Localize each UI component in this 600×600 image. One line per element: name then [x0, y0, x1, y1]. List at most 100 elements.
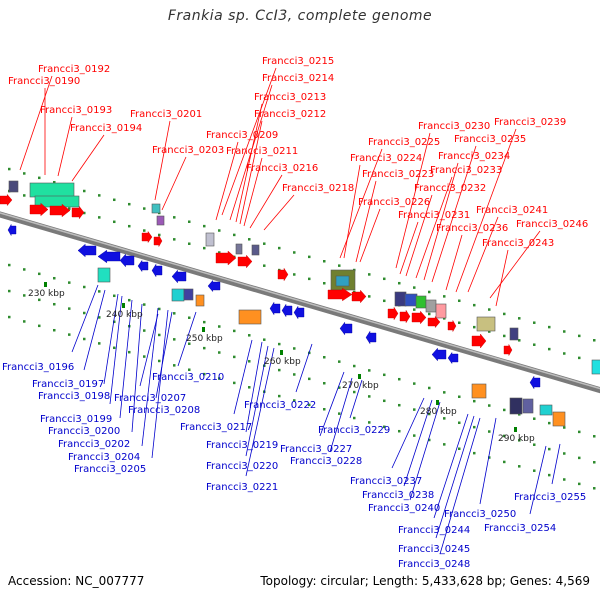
track-dot: [548, 421, 551, 425]
plus-gene-label: Francci3_0230: [418, 121, 490, 132]
gene-block: [29, 182, 75, 198]
track-dot: [413, 286, 416, 289]
plus-gene-label: Francci3_0215: [262, 56, 334, 67]
track-dot: [338, 264, 341, 267]
track-dot: [23, 194, 26, 197]
track-dot: [383, 299, 386, 303]
plus-gene-arrow: [411, 310, 427, 325]
track-dot: [518, 413, 521, 416]
label-leader-line: [215, 141, 239, 221]
track-dot: [23, 320, 26, 323]
label-leader-line: [479, 417, 497, 505]
track-dot: [488, 404, 491, 407]
minus-gene-arrow: [365, 330, 377, 345]
track-dot: [98, 316, 101, 319]
track-dot: [203, 246, 206, 250]
gene-block: [425, 299, 437, 313]
label-leader-line: [399, 221, 419, 275]
plus-gene-arrow: [237, 254, 253, 269]
label-leader-line: [415, 176, 453, 279]
kbp-tick-label: 280 kbp: [420, 407, 457, 417]
track-dot: [338, 386, 341, 389]
track-dot: [338, 360, 341, 363]
track-dot: [443, 443, 446, 446]
track-dot: [413, 434, 416, 437]
label-leader-line: [439, 417, 481, 555]
track-dot: [593, 339, 596, 342]
label-leader-line: [435, 415, 475, 539]
track-dot: [203, 320, 206, 324]
track-dot: [308, 277, 311, 281]
label-leader-line: [355, 180, 377, 263]
track-dot: [473, 303, 476, 307]
track-dot: [83, 337, 86, 341]
minus-gene-label: Francci3_0250: [444, 509, 516, 520]
track-dot: [458, 447, 461, 451]
track-dot: [158, 333, 161, 337]
minus-gene-label: Francci3_0248: [398, 559, 470, 570]
track-dot: [263, 242, 266, 245]
track-dot: [503, 408, 506, 412]
minus-gene-label: Francci3_0219: [206, 440, 278, 451]
track-dot: [128, 224, 131, 228]
label-leader-line: [489, 230, 541, 299]
track-dot: [398, 281, 401, 285]
minus-gene-label: Francci3_0204: [68, 452, 140, 463]
track-dot: [113, 198, 116, 202]
track-dot: [533, 417, 536, 420]
label-leader-line: [349, 379, 363, 419]
track-dot: [143, 207, 146, 210]
track-dot: [413, 308, 416, 311]
track-dot: [548, 447, 551, 451]
minus-gene-label: Francci3_0208: [128, 405, 200, 416]
label-leader-line: [295, 343, 313, 393]
track-dot: [248, 334, 251, 337]
plus-gene-arrow: [351, 289, 367, 304]
plus-gene-arrow: [277, 267, 289, 282]
label-leader-line: [245, 341, 263, 433]
track-dot: [503, 334, 506, 338]
label-leader-line: [359, 208, 381, 263]
track-dot: [548, 347, 551, 351]
track-dot: [158, 359, 161, 363]
track-dot: [368, 273, 371, 276]
track-dot: [563, 330, 566, 333]
track-dot: [53, 180, 56, 184]
track-dot: [23, 172, 26, 175]
gene-block: [539, 404, 553, 416]
track-dot: [8, 289, 11, 293]
track-dot: [218, 351, 221, 354]
gene-block: [404, 293, 418, 307]
track-dot: [278, 342, 281, 346]
track-dot: [458, 395, 461, 399]
track-dot: [593, 435, 596, 438]
track-dot: [218, 251, 221, 254]
label-leader-line: [529, 445, 547, 515]
kbp-tick-mark: [436, 400, 439, 405]
gene-block: [591, 359, 600, 375]
track-dot: [188, 242, 191, 245]
track-dot: [578, 456, 581, 460]
label-leader-line: [551, 443, 561, 485]
kbp-ticks: 230 kbp 240 kbp 250 kbp 260 kbp 270 kbp 280 k…: [28, 282, 535, 444]
label-leader-line: [154, 120, 171, 201]
track-dot: [368, 295, 371, 298]
label-leader-line: [71, 134, 105, 182]
track-dot: [98, 194, 101, 197]
minus-gene-arrow: [529, 375, 541, 390]
label-leader-line: [343, 164, 361, 259]
track-dot: [173, 364, 176, 367]
label-leader-line: [71, 284, 99, 353]
plus-gene-arrow: [141, 230, 153, 244]
track-dot: [113, 294, 116, 298]
plus-gene-arrow: [0, 193, 13, 207]
label-leader-line: [141, 307, 159, 447]
kbp-tick-mark: [280, 350, 283, 355]
track-dot: [203, 224, 206, 228]
plus-gene-label: Francci3_0192: [38, 64, 110, 75]
kbp-tick-label: 290 kbp: [498, 434, 535, 444]
track-dot: [293, 273, 296, 276]
minus-gene-label: Francci3_0245: [398, 544, 470, 555]
plus-gene-arrow: [387, 306, 399, 321]
